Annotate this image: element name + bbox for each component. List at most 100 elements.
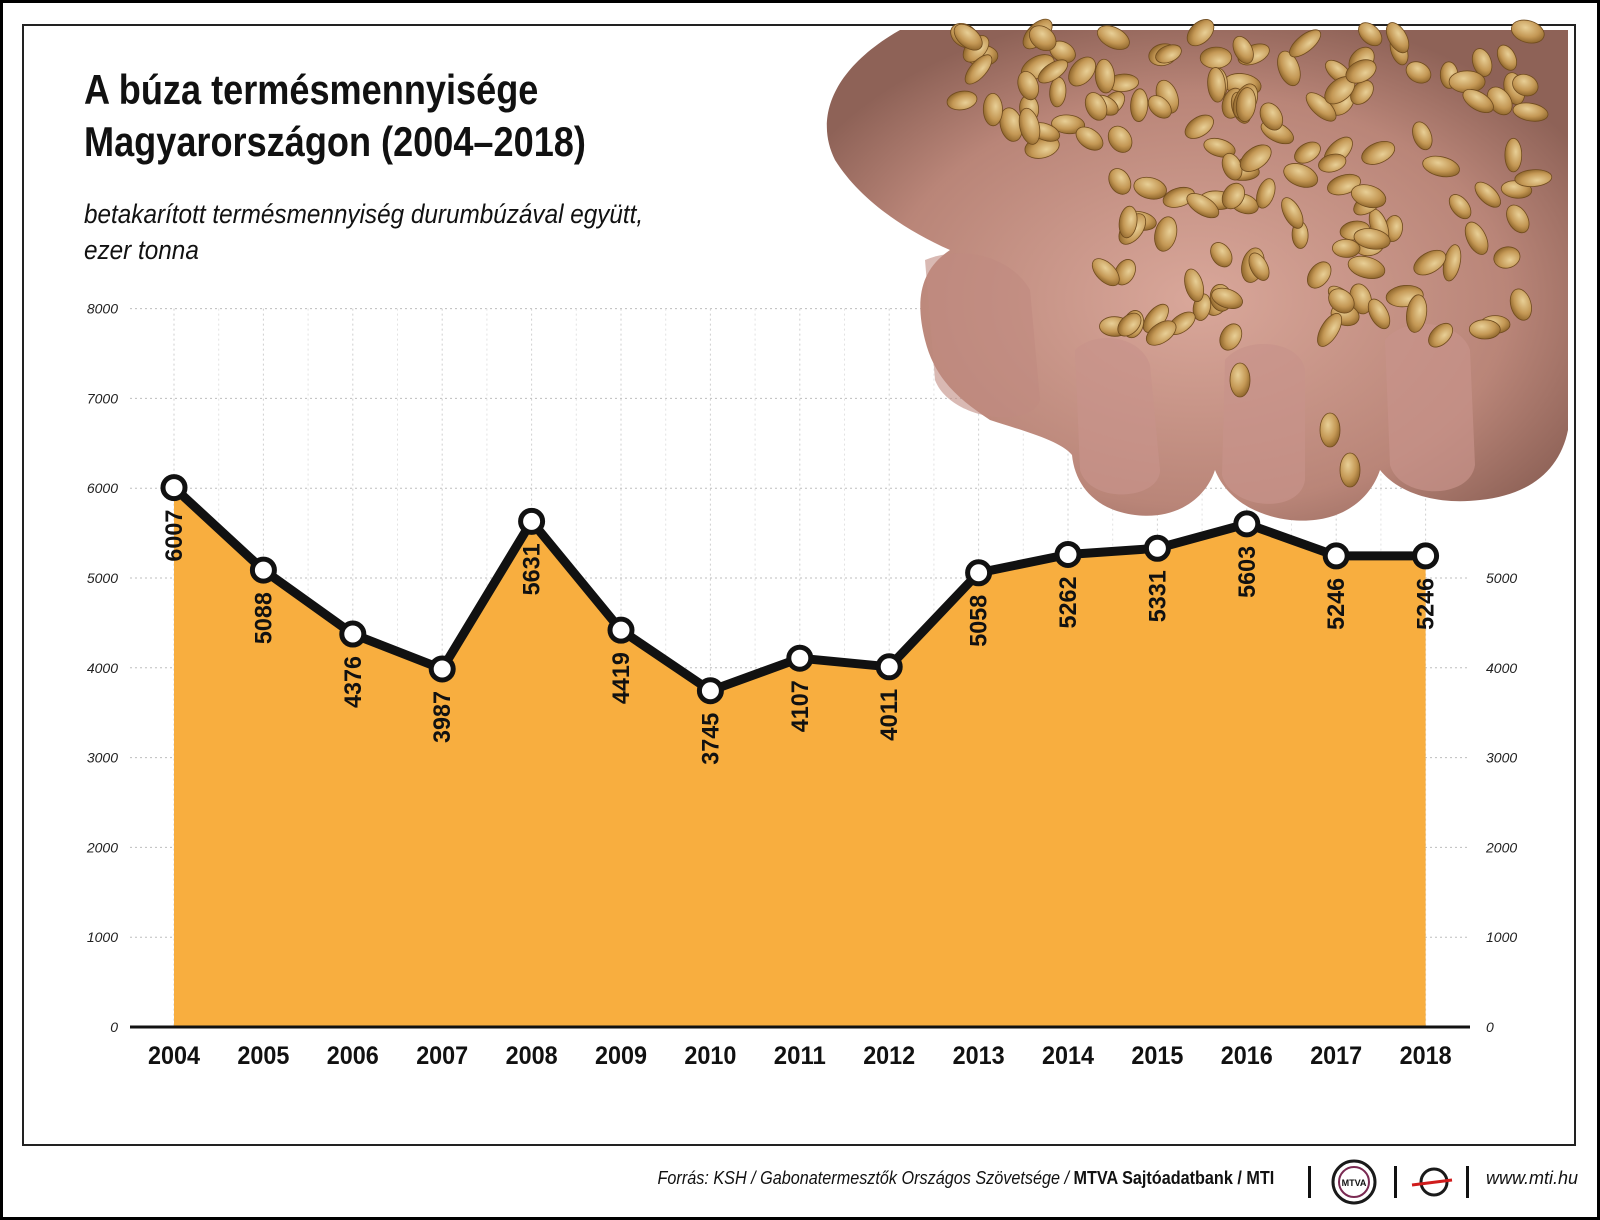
wheat-grain — [1367, 298, 1391, 330]
x-tick-label: 2016 — [1221, 1042, 1273, 1070]
wheat-grain — [1051, 114, 1086, 135]
wheat-grain — [1229, 362, 1251, 398]
data-label: 5331 — [1144, 570, 1171, 622]
wheat-grain — [1207, 67, 1226, 103]
data-label: 5631 — [519, 543, 546, 595]
wheat-grain — [1294, 141, 1321, 164]
x-tick-label: 2011 — [774, 1042, 826, 1070]
title-line-1: A búza termésmennyisége — [84, 66, 539, 113]
wheat-grain — [1186, 193, 1220, 219]
y-tick-label-right: 5000 — [1486, 570, 1517, 586]
x-tick-label: 2017 — [1310, 1042, 1362, 1070]
wheat-grain — [1464, 221, 1489, 255]
wheat-grain — [1219, 323, 1243, 351]
y-tick-label-right: 0 — [1486, 1019, 1494, 1035]
wheat-grain — [1358, 22, 1383, 47]
data-point-marker — [1054, 540, 1082, 568]
wheat-grain — [1353, 228, 1391, 250]
wheat-grain — [1097, 25, 1130, 50]
wheat-grain — [1145, 320, 1177, 346]
wheat-grain — [1318, 153, 1347, 173]
wheat-grain — [1162, 186, 1195, 208]
data-label: 5246 — [1413, 578, 1440, 630]
wheat-grain — [1471, 48, 1493, 77]
wheat-grain — [1117, 312, 1142, 337]
wheat-grain — [1361, 140, 1396, 165]
wheat-grain — [1412, 121, 1433, 151]
x-tick-label: 2009 — [595, 1042, 647, 1070]
data-label: 6007 — [161, 510, 188, 562]
x-tick-label: 2008 — [506, 1042, 558, 1070]
y-tick-label-left: 2000 — [86, 839, 118, 855]
wheat-grain — [1511, 19, 1545, 44]
wheat-grain — [1028, 25, 1057, 52]
wheat-grain — [1428, 322, 1454, 348]
source-prefix: Forrás: KSH / Gabonatermesztők Országos … — [657, 1168, 1074, 1188]
wheat-grain — [1512, 102, 1549, 122]
wheat-grain — [1184, 268, 1205, 302]
wheat-grain — [1154, 216, 1178, 252]
wheat-grain — [1506, 204, 1530, 234]
data-label: 5088 — [250, 592, 277, 644]
x-tick-label: 2013 — [953, 1042, 1005, 1070]
hand-with-wheat-grains-photo — [826, 18, 1568, 521]
data-point-marker — [1233, 510, 1261, 538]
wheat-grain — [1114, 259, 1136, 286]
wheat-grain — [1075, 126, 1104, 151]
y-tick-label-left: 6000 — [87, 480, 118, 496]
wheat-grain — [1281, 197, 1304, 229]
wheat-grain — [1283, 163, 1319, 188]
wheat-grain — [1017, 71, 1040, 101]
wheat-grain — [1130, 88, 1149, 122]
wheat-grain — [1037, 59, 1069, 84]
y-tick-label-right: 3000 — [1486, 750, 1517, 766]
data-label: 4107 — [787, 680, 814, 732]
x-tick-label: 2006 — [327, 1042, 379, 1070]
wheat-grain — [1493, 246, 1521, 269]
y-tick-label-right: 1000 — [1486, 929, 1517, 945]
y-tick-label-left: 8000 — [87, 301, 118, 317]
x-tick-label: 2012 — [863, 1042, 915, 1070]
data-point-marker — [249, 556, 277, 584]
wheat-grain — [1509, 288, 1532, 321]
data-label: 5246 — [1323, 578, 1350, 630]
data-point-marker — [965, 559, 993, 587]
wheat-grain — [982, 93, 1003, 127]
wheat-grain — [1248, 252, 1270, 281]
wheat-grain — [1147, 95, 1172, 119]
data-point-marker — [786, 644, 814, 672]
wheat-grain — [1462, 88, 1494, 114]
wheat-grain — [1385, 22, 1410, 54]
mtva-logo-text: MTVA — [1342, 1178, 1367, 1188]
wheat-grain — [1474, 181, 1501, 208]
wheat-grain — [1221, 182, 1246, 210]
wheat-grain — [1256, 178, 1276, 209]
website-link[interactable]: www.mti.hu — [1485, 1168, 1578, 1188]
data-label: 5058 — [966, 595, 993, 647]
wheat-grain — [1405, 61, 1432, 84]
wheat-grain — [1235, 87, 1257, 123]
wheat-grain — [1210, 242, 1233, 268]
wheat-grain — [1203, 137, 1236, 158]
wheat-grain — [1504, 137, 1523, 173]
footer-separator — [1308, 1166, 1311, 1198]
subtitle-line-1: betakarított termésmennyiség durumbúzáva… — [84, 199, 644, 229]
chart-subtitle: betakarított termésmennyiség durumbúzáva… — [84, 196, 643, 268]
x-tick-label: 2018 — [1400, 1042, 1452, 1070]
wheat-grain — [1468, 319, 1501, 340]
data-point-marker — [518, 507, 546, 535]
y-tick-label-left: 3000 — [87, 750, 118, 766]
footer-separator — [1466, 1166, 1469, 1198]
x-tick-label: 2007 — [416, 1042, 468, 1070]
y-tick-label-right: 4000 — [1486, 660, 1517, 676]
wheat-grain — [1350, 184, 1387, 209]
x-tick-label: 2014 — [1042, 1042, 1094, 1070]
wheat-grain — [1496, 44, 1518, 71]
wheat-grain — [1211, 287, 1243, 310]
wheat-grain — [1094, 58, 1115, 94]
wheat-grain — [953, 23, 983, 51]
wheat-grain — [1277, 50, 1301, 87]
wheat-grain — [1345, 59, 1377, 84]
